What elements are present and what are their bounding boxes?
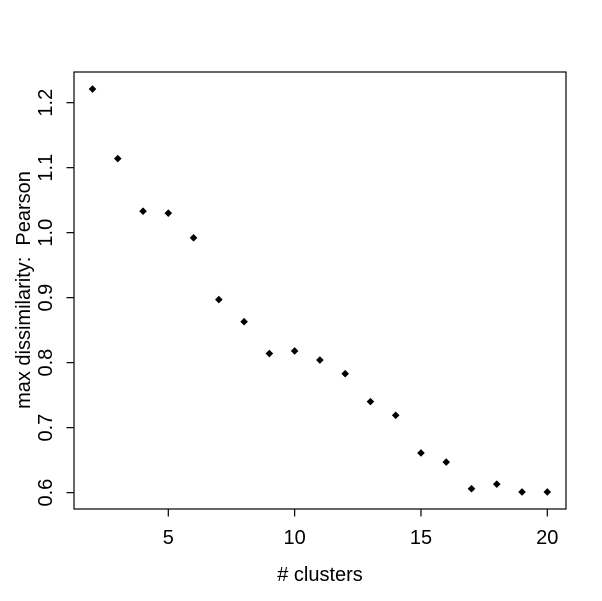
y-tick-label: 1.0 — [35, 219, 57, 247]
data-point — [366, 397, 375, 406]
data-point — [215, 295, 223, 304]
x-tick-label: 20 — [536, 527, 558, 549]
data-point — [113, 154, 122, 163]
x-tick-label: 10 — [284, 527, 306, 549]
data-point — [391, 411, 400, 420]
x-axis-title: # clusters — [277, 564, 363, 586]
data-point — [139, 207, 147, 216]
data-point — [265, 349, 274, 358]
data-point — [543, 488, 552, 496]
data-point — [417, 449, 425, 457]
y-tick-label: 1.2 — [35, 89, 57, 117]
x-tick-label: 15 — [410, 527, 432, 549]
x-axis-ticks — [167, 509, 548, 517]
data-point — [290, 347, 299, 355]
data-point — [164, 209, 173, 217]
data-point — [518, 488, 526, 496]
plot-box — [73, 71, 567, 510]
y-axis-tick-labels: 0.6 0.7 0.8 0.9 1.0 1.1 1.2 — [35, 89, 57, 507]
y-tick-label: 0.7 — [35, 414, 57, 442]
data-point — [442, 458, 451, 466]
y-tick-label: 0.8 — [35, 349, 57, 377]
data-points — [88, 85, 552, 496]
y-axis-title: max dissimilarity: Pearson — [13, 171, 35, 409]
data-point — [316, 356, 324, 364]
data-point — [492, 480, 501, 488]
data-point — [88, 85, 97, 93]
y-axis-ticks — [66, 102, 74, 494]
data-point — [467, 484, 476, 493]
data-point — [240, 317, 248, 326]
x-tick-label: 5 — [163, 527, 174, 549]
y-tick-label: 1.1 — [35, 154, 57, 182]
data-point — [341, 369, 349, 378]
y-tick-label: 0.9 — [35, 284, 57, 312]
data-point — [189, 234, 198, 242]
x-axis-tick-labels: 5 10 15 20 — [163, 527, 559, 549]
y-tick-label: 0.6 — [35, 479, 57, 507]
